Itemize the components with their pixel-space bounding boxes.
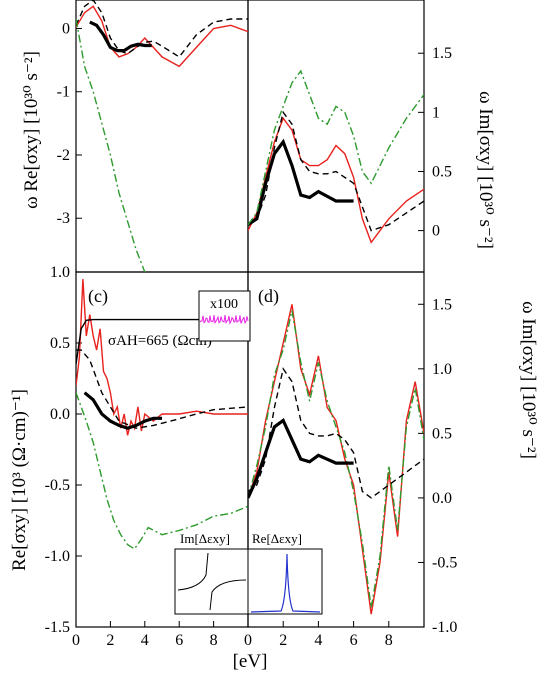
y-tick-label: -3 bbox=[57, 210, 70, 227]
y-tick-label: -1 bbox=[57, 84, 70, 101]
frame-bottom-right bbox=[247, 271, 425, 628]
y-tick-label: 1.5 bbox=[432, 296, 452, 313]
im-inset-label: Im[Δεxy] bbox=[180, 531, 230, 546]
y-tick-label: 1.0 bbox=[50, 264, 70, 281]
y-tick-label: 0.0 bbox=[432, 490, 452, 507]
y-tick-label: -1.0 bbox=[432, 619, 457, 636]
x-tick-label: 0 bbox=[244, 632, 252, 649]
panel-label-c: (c) bbox=[88, 286, 108, 307]
series-line bbox=[248, 367, 424, 499]
series-line bbox=[248, 138, 354, 227]
annotation-ah-group: σAH=665 (Ωcm)⁻¹ bbox=[108, 333, 224, 349]
y-tick-label: -2 bbox=[57, 147, 70, 164]
y-tick-label: 0.5 bbox=[432, 163, 452, 180]
y-tick-label: 0 bbox=[62, 20, 70, 37]
panel-label-d: (d) bbox=[258, 286, 279, 307]
series-line bbox=[248, 69, 424, 226]
y-tick-label: 0 bbox=[432, 223, 440, 240]
left-ylabel-top: ω Re[σxy] [10³⁰ s⁻²] bbox=[21, 51, 42, 209]
x100-noise-trace bbox=[199, 315, 249, 325]
x-tick-label: 0 bbox=[72, 632, 80, 649]
series-line bbox=[76, 18, 146, 272]
x-axis-label: [eV] bbox=[233, 651, 268, 672]
x-tick-label: 2 bbox=[106, 632, 114, 649]
frame-top-right bbox=[247, 0, 425, 273]
y-tick-label: 0.5 bbox=[432, 425, 452, 442]
series-layer bbox=[76, 0, 424, 615]
y-tick-label: -0.5 bbox=[45, 477, 70, 494]
y-tick-label: 1 bbox=[432, 104, 440, 121]
y-tick-label: -1.0 bbox=[45, 548, 70, 565]
series-line bbox=[76, 279, 248, 436]
y-tick-label: -1.5 bbox=[45, 619, 70, 636]
left-ylabel-bottom: Re[σxy] [10³ (Ω·cm)⁻¹] bbox=[9, 389, 30, 571]
x-tick-label: 8 bbox=[385, 632, 393, 649]
y-tick-label: 1.5 bbox=[432, 45, 452, 62]
im-inset: Im[Δεxy] bbox=[174, 531, 249, 615]
x100-inset: x100 bbox=[198, 290, 251, 342]
series-line bbox=[248, 110, 424, 232]
x100-inset-label: x100 bbox=[210, 297, 238, 312]
im-inset-frame bbox=[174, 548, 249, 615]
im-inset-curve-right bbox=[209, 579, 247, 611]
x-tick-label: 2 bbox=[279, 632, 287, 649]
series-line bbox=[76, 318, 248, 365]
y-tick-label: 0.5 bbox=[50, 335, 70, 352]
series-line bbox=[83, 391, 162, 430]
plot-frames bbox=[75, 0, 425, 628]
re-inset-peak bbox=[250, 553, 321, 613]
series-line bbox=[76, 349, 248, 429]
im-inset-curve-left bbox=[177, 552, 209, 591]
y-tick-label: 0.0 bbox=[50, 406, 70, 423]
re-inset: Re[Δεxy] bbox=[247, 531, 323, 615]
right-ylabel-bottom: ω Im[σxy] [10³⁰ s⁻²] bbox=[518, 301, 539, 459]
annotation-ah: σAH=665 (Ωcm)⁻¹ bbox=[108, 333, 224, 349]
series-line bbox=[248, 418, 354, 499]
right-ylabel-top: ω Im[σxy] [10³⁰ s⁻²] bbox=[475, 91, 496, 249]
re-inset-frame bbox=[247, 548, 323, 615]
x-tick-label: 4 bbox=[314, 632, 322, 649]
x-tick-label: 8 bbox=[210, 632, 218, 649]
series-line bbox=[76, 0, 248, 58]
x-tick-label: 4 bbox=[141, 632, 149, 649]
frame-top-left bbox=[75, 0, 249, 273]
re-inset-label: Re[Δεxy] bbox=[252, 531, 302, 546]
series-line bbox=[248, 116, 424, 244]
series-line bbox=[76, 392, 248, 550]
x-tick-label: 6 bbox=[350, 632, 358, 649]
series-line bbox=[76, 5, 248, 68]
series-line bbox=[89, 20, 152, 53]
y-tick-label: 1.0 bbox=[432, 361, 452, 378]
series-line bbox=[248, 310, 424, 608]
y-tick-label: -0.5 bbox=[432, 554, 457, 571]
axes-layer: -3 -2 -1 0 0 0.5 1 1.5 -1.5 -1.0 -0.5 0.0 0.5 1.0 0 2 4 6… bbox=[45, 20, 458, 649]
x-tick-label: 6 bbox=[175, 632, 183, 649]
